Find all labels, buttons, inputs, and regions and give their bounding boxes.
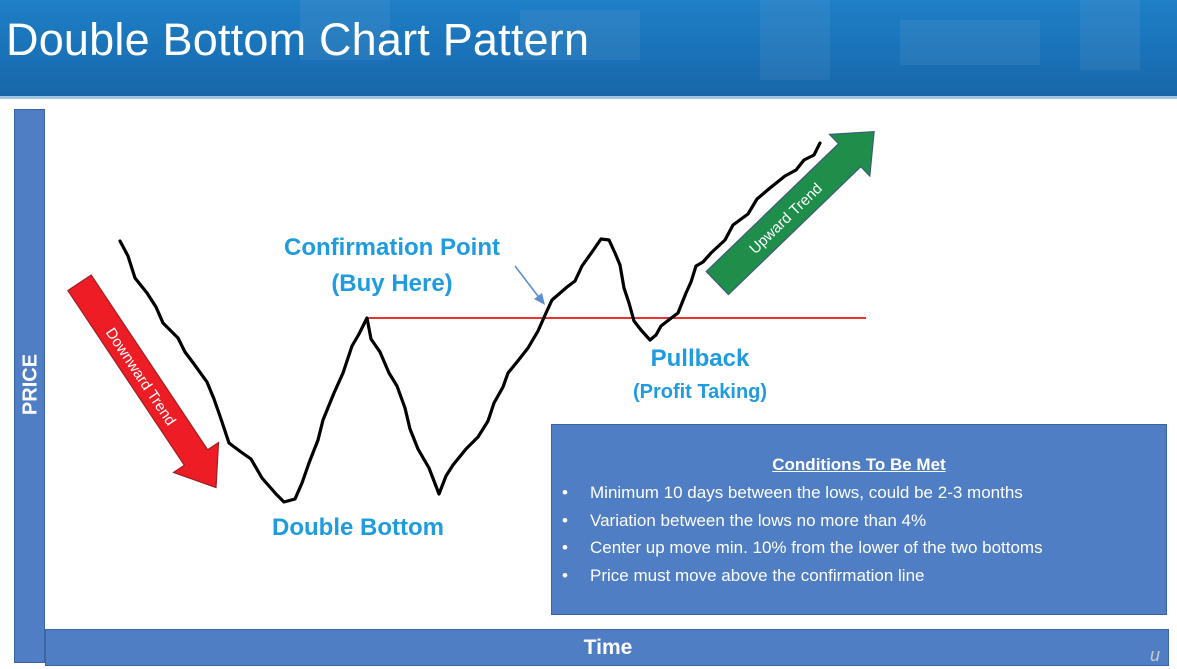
- bullet-icon: •: [562, 510, 568, 530]
- condition-item: • Variation between the lows no more than…: [562, 510, 927, 530]
- upward-trend-arrow: Upward Trend: [705, 130, 875, 296]
- double-bottom-label: Double Bottom: [272, 514, 444, 541]
- conditions-title: Conditions To Be Met: [772, 455, 946, 474]
- bullet-icon: •: [562, 565, 568, 585]
- conditions-box: Conditions To Be Met • Minimum 10 days be…: [551, 424, 1167, 615]
- downward-trend-label: Downward Trend: [102, 325, 179, 429]
- time-axis: Time: [45, 629, 1169, 666]
- bullet-icon: •: [562, 538, 568, 557]
- buy-here-note: (Buy Here): [331, 270, 453, 297]
- page-title: Double Bottom Chart Pattern: [6, 14, 590, 65]
- condition-item: • Minimum 10 days between the lows, could…: [562, 483, 1023, 502]
- time-axis-label: Time: [583, 636, 633, 659]
- bullet-icon: •: [562, 483, 568, 502]
- downward-trend-arrow: Downward Trend: [67, 274, 220, 489]
- condition-item: • Center up move min. 10% from the lower …: [562, 538, 1043, 557]
- confirmation-pointer: [514, 265, 545, 305]
- title-banner: Double Bottom Chart Pattern: [0, 0, 1177, 97]
- price-axis: PRICE: [14, 109, 45, 663]
- conditions-list: • Minimum 10 days between the lows, could…: [562, 483, 1043, 593]
- price-line: [118, 141, 822, 504]
- watermark-logo: u: [1150, 645, 1161, 665]
- upward-trend-label: Upward Trend: [746, 180, 826, 258]
- profit-taking-label: (Profit Taking): [632, 381, 768, 403]
- condition-item: • Price must move above the confirmation …: [562, 565, 925, 585]
- confirmation-point-title: Confirmation Point: [284, 234, 500, 261]
- pullback-label: Pullback: [650, 345, 750, 372]
- confirmation-point-label: Confirmation Point (Buy Here): [258, 230, 526, 302]
- header-divider: [0, 96, 1177, 99]
